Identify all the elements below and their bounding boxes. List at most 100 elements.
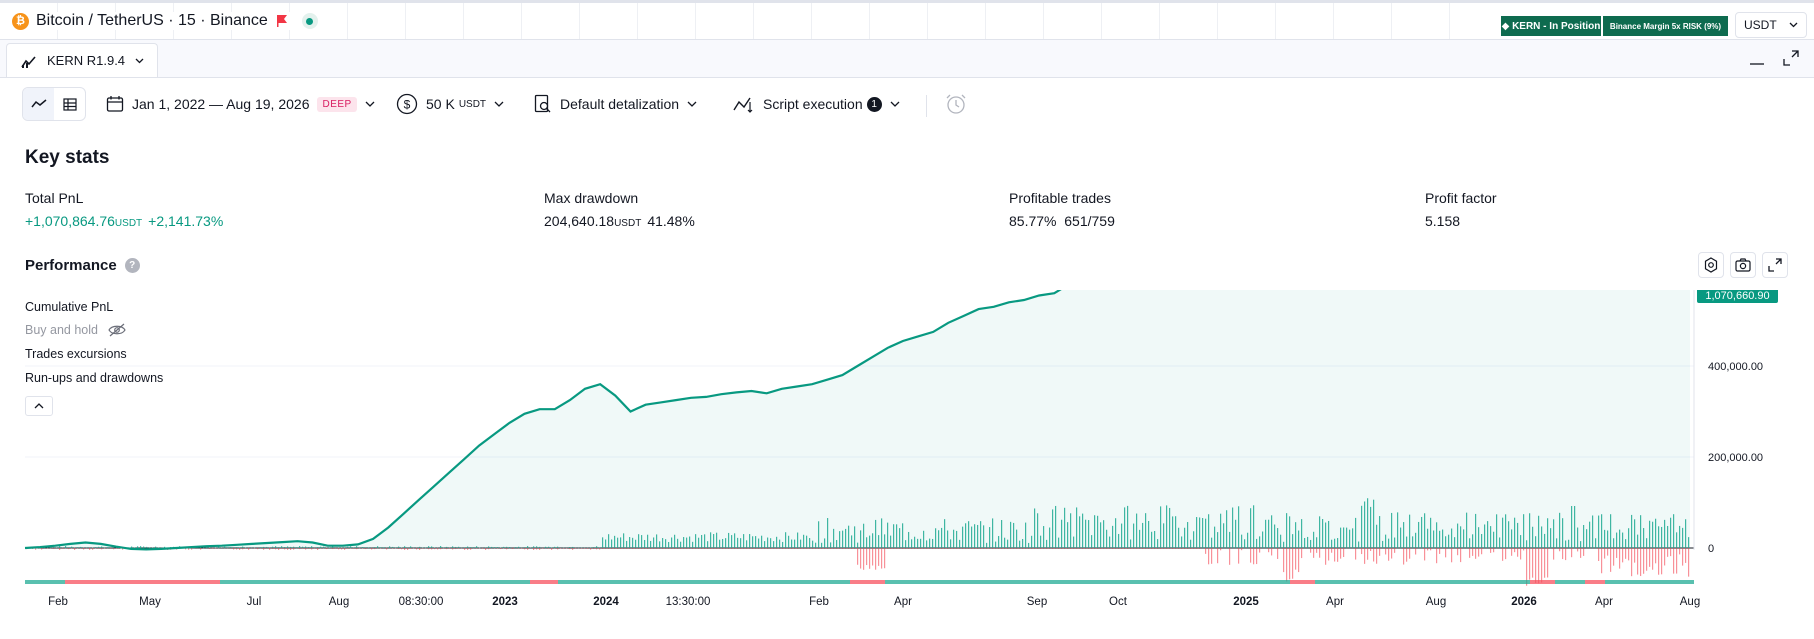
- drawdown-bar: [1520, 548, 1522, 560]
- runup-bar: [1283, 541, 1285, 548]
- capital-value: 50 K: [426, 96, 455, 112]
- runup-bar: [1682, 527, 1684, 548]
- gear-icon: [1704, 257, 1718, 273]
- runup-bar: [1106, 529, 1108, 548]
- drawdown-bar: [1091, 548, 1093, 549]
- performance-chart[interactable]: 1,000,000.00800,000.00600,000.00400,000.…: [0, 290, 1814, 639]
- symbol-title[interactable]: ₿ Bitcoin / TetherUS · 15 · Binance: [12, 12, 324, 30]
- drawdown-bar: [1628, 548, 1630, 561]
- chevron-down-icon[interactable]: [135, 58, 144, 64]
- date-range-picker[interactable]: Jan 1, 2022 — Aug 19, 2026 DEEP: [106, 87, 375, 121]
- runup-bar: [1160, 506, 1162, 548]
- drawdown-bar: [965, 548, 967, 549]
- runup-bar: [1100, 522, 1102, 548]
- legend-buy-and-hold[interactable]: Buy and hold: [25, 323, 126, 337]
- runup-bar: [383, 547, 385, 548]
- runup-bar: [1589, 521, 1591, 548]
- runup-bar: [1382, 540, 1384, 548]
- drawdown-bar: [422, 548, 424, 549]
- performance-heading: Performance ?: [25, 257, 140, 274]
- flag-icon[interactable]: [275, 14, 289, 28]
- runup-bar: [1235, 519, 1237, 548]
- drawdown-bar: [278, 548, 280, 550]
- runup-bar: [1412, 536, 1414, 548]
- script-execution-picker[interactable]: Script execution 1: [733, 87, 900, 121]
- currency-select[interactable]: USDT: [1735, 12, 1807, 38]
- drawdown-bar: [1370, 548, 1372, 551]
- risk-badge: Binance Margin 5x RISK (9%): [1602, 15, 1729, 37]
- screenshot-button[interactable]: [1730, 252, 1756, 278]
- runup-bar: [50, 546, 52, 548]
- runup-bar: [641, 535, 643, 548]
- maximize-icon[interactable]: [1782, 49, 1800, 67]
- runup-bar: [896, 524, 898, 548]
- runup-bar: [836, 540, 838, 548]
- runup-bar: [1337, 538, 1339, 548]
- status-segment: [1315, 580, 1530, 584]
- drawdown-bar: [791, 548, 793, 549]
- runup-bar: [1043, 526, 1045, 548]
- runup-bar: [65, 546, 67, 548]
- runup-bar: [1268, 519, 1270, 548]
- drawdown-bar: [1166, 548, 1168, 549]
- dollar-icon: $: [396, 93, 418, 115]
- drawdown-bar: [1004, 548, 1006, 549]
- drawdown-bar: [290, 548, 292, 550]
- runup-bar: [1289, 516, 1291, 548]
- runup-bar: [1073, 536, 1075, 548]
- drawdown-bar: [1097, 548, 1099, 549]
- drawdown-bar: [248, 548, 250, 550]
- drawdown-bar: [1643, 548, 1645, 574]
- drawdown-bar: [680, 548, 682, 549]
- drawdown-bar: [614, 548, 616, 549]
- runup-bar: [515, 547, 517, 548]
- drawdown-bar: [818, 548, 820, 549]
- drawdown-bar: [893, 548, 895, 549]
- x-tick-label: 2023: [492, 596, 518, 608]
- runup-bar: [272, 546, 274, 548]
- runup-bar: [107, 547, 109, 548]
- detalization-picker[interactable]: Default detalization: [534, 87, 697, 121]
- collapse-legend-button[interactable]: [25, 396, 53, 416]
- drawdown-bar: [557, 548, 559, 550]
- eye-hidden-icon[interactable]: [108, 323, 126, 337]
- runup-bar: [332, 546, 334, 548]
- runup-bar: [1427, 528, 1429, 548]
- alert-button[interactable]: [944, 87, 968, 121]
- runup-bar: [1079, 516, 1081, 548]
- drawdown-bar: [641, 548, 643, 549]
- drawdown-bar: [1388, 548, 1390, 561]
- drawdown-bar: [464, 548, 466, 550]
- drawdown-bar: [563, 548, 565, 549]
- runup-bar: [1085, 519, 1087, 548]
- runup-bar: [398, 546, 400, 548]
- table-view-button[interactable]: [54, 88, 85, 120]
- runup-bar: [1031, 535, 1033, 548]
- chart-view-button[interactable]: [23, 88, 54, 120]
- drawdown-bar: [1271, 548, 1273, 556]
- legend-trades-excursions[interactable]: Trades excursions: [25, 347, 127, 361]
- runup-bar: [1277, 528, 1279, 548]
- legend-cumulative-pnl[interactable]: Cumulative PnL: [25, 300, 114, 314]
- runup-bar: [281, 546, 283, 548]
- drawdown-bar: [974, 548, 976, 549]
- drawdown-bar: [62, 548, 64, 549]
- x-tick-label: 08:30:00: [399, 596, 444, 608]
- runup-bar: [1190, 539, 1192, 548]
- runup-bar: [1013, 522, 1015, 548]
- capital-picker[interactable]: $ 50 K USDT: [396, 87, 504, 121]
- runup-bar: [1634, 519, 1636, 548]
- legend-runups-drawdowns[interactable]: Run-ups and drawdowns: [25, 371, 164, 385]
- minimize-icon[interactable]: [1748, 49, 1766, 67]
- help-icon[interactable]: ?: [124, 258, 140, 273]
- runup-bar: [1613, 538, 1615, 548]
- chart-settings-button[interactable]: [1698, 252, 1724, 278]
- drawdown-bar: [1019, 548, 1021, 549]
- fullscreen-button[interactable]: [1762, 252, 1788, 278]
- runup-bar: [1178, 527, 1180, 548]
- runup-bar: [1586, 529, 1588, 548]
- runup-bar: [1016, 529, 1018, 548]
- drawdown-bar: [1403, 548, 1405, 565]
- drawdown-bar: [41, 548, 43, 550]
- tab-strategy[interactable]: KERN R1.9.4: [6, 43, 158, 77]
